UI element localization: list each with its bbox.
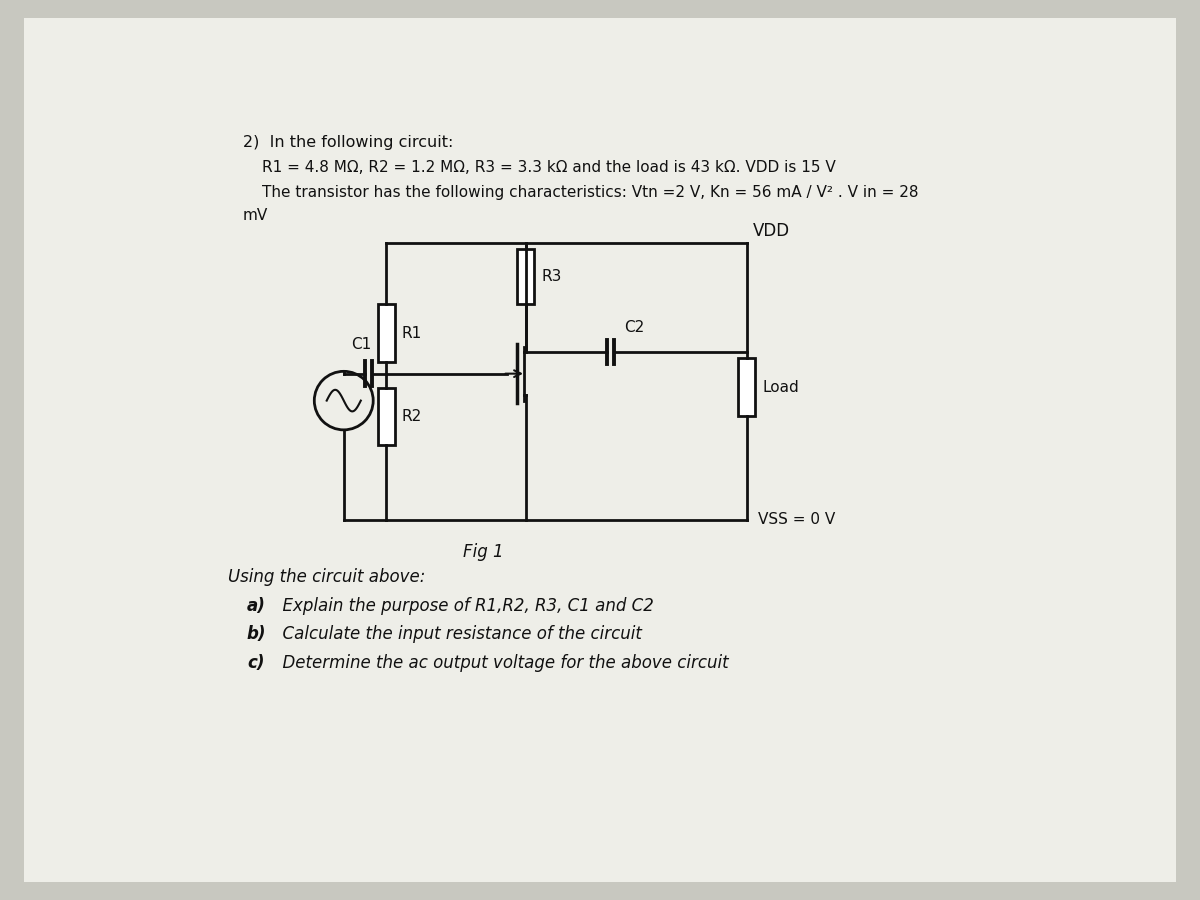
Text: The transistor has the following characteristics: Vtn =2 V, Kn = 56 mA / V² . V : The transistor has the following charact…: [263, 185, 919, 200]
Text: R1: R1: [402, 326, 422, 341]
Text: C2: C2: [624, 320, 644, 335]
Bar: [517, 249, 534, 304]
Text: b): b): [247, 626, 266, 644]
Text: R1 = 4.8 MΩ, R2 = 1.2 MΩ, R3 = 3.3 kΩ and the load is 43 kΩ. VDD is 15 V: R1 = 4.8 MΩ, R2 = 1.2 MΩ, R3 = 3.3 kΩ an…: [263, 160, 836, 176]
Text: C1: C1: [352, 338, 372, 352]
Text: Calculate the input resistance of the circuit: Calculate the input resistance of the ci…: [272, 626, 642, 644]
Bar: [378, 388, 395, 446]
Text: Using the circuit above:: Using the circuit above:: [228, 569, 425, 587]
Text: 2)  In the following circuit:: 2) In the following circuit:: [242, 135, 454, 150]
Text: VDD: VDD: [752, 221, 790, 239]
Text: R3: R3: [541, 269, 562, 284]
Text: Load: Load: [762, 380, 799, 394]
Bar: [378, 304, 395, 362]
Text: a): a): [247, 597, 265, 615]
Text: mV: mV: [242, 208, 269, 223]
Text: Fig 1: Fig 1: [463, 543, 504, 561]
Bar: [738, 358, 755, 416]
Text: VSS = 0 V: VSS = 0 V: [758, 512, 835, 527]
Text: R2: R2: [402, 409, 422, 424]
Text: c): c): [247, 654, 264, 672]
Text: Explain the purpose of R1,R2, R3, C1 and C2: Explain the purpose of R1,R2, R3, C1 and…: [272, 597, 654, 615]
Text: Determine the ac output voltage for the above circuit: Determine the ac output voltage for the …: [272, 654, 730, 672]
